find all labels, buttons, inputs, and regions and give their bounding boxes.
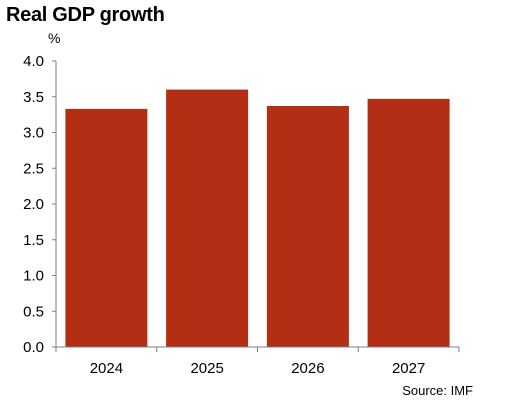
chart-title: Real GDP growth	[6, 4, 165, 26]
x-tick-label: 2025	[190, 360, 223, 377]
y-tick-label: 3.0	[23, 125, 44, 142]
bar-2025	[166, 89, 249, 347]
source-note: Source: IMF	[402, 383, 473, 398]
x-tick-label: 2024	[90, 360, 123, 377]
y-tick-label: 2.0	[23, 196, 44, 213]
bar-2024	[65, 108, 148, 348]
x-tick-label: 2026	[291, 360, 324, 377]
x-tick-label: 2027	[392, 360, 425, 377]
y-tick-label: 2.5	[23, 160, 44, 177]
y-tick-label: 1.0	[23, 268, 44, 285]
y-tick-label: 4.0	[23, 53, 44, 70]
y-tick-label: 0.5	[23, 303, 44, 320]
y-tick-label: 3.5	[23, 89, 44, 106]
bar-2027	[367, 98, 450, 348]
y-tick-label: 1.5	[23, 232, 44, 249]
bars-group	[65, 89, 450, 348]
y-tick-label: 0.0	[23, 339, 44, 356]
y-axis-unit: %	[48, 30, 61, 46]
bar-2026	[266, 106, 349, 347]
axes-group: 0.0 0.5 1.0 1.5 2.0 2.5 3.0 3.5 4.0 2024 2025 2026 2…	[23, 53, 460, 377]
